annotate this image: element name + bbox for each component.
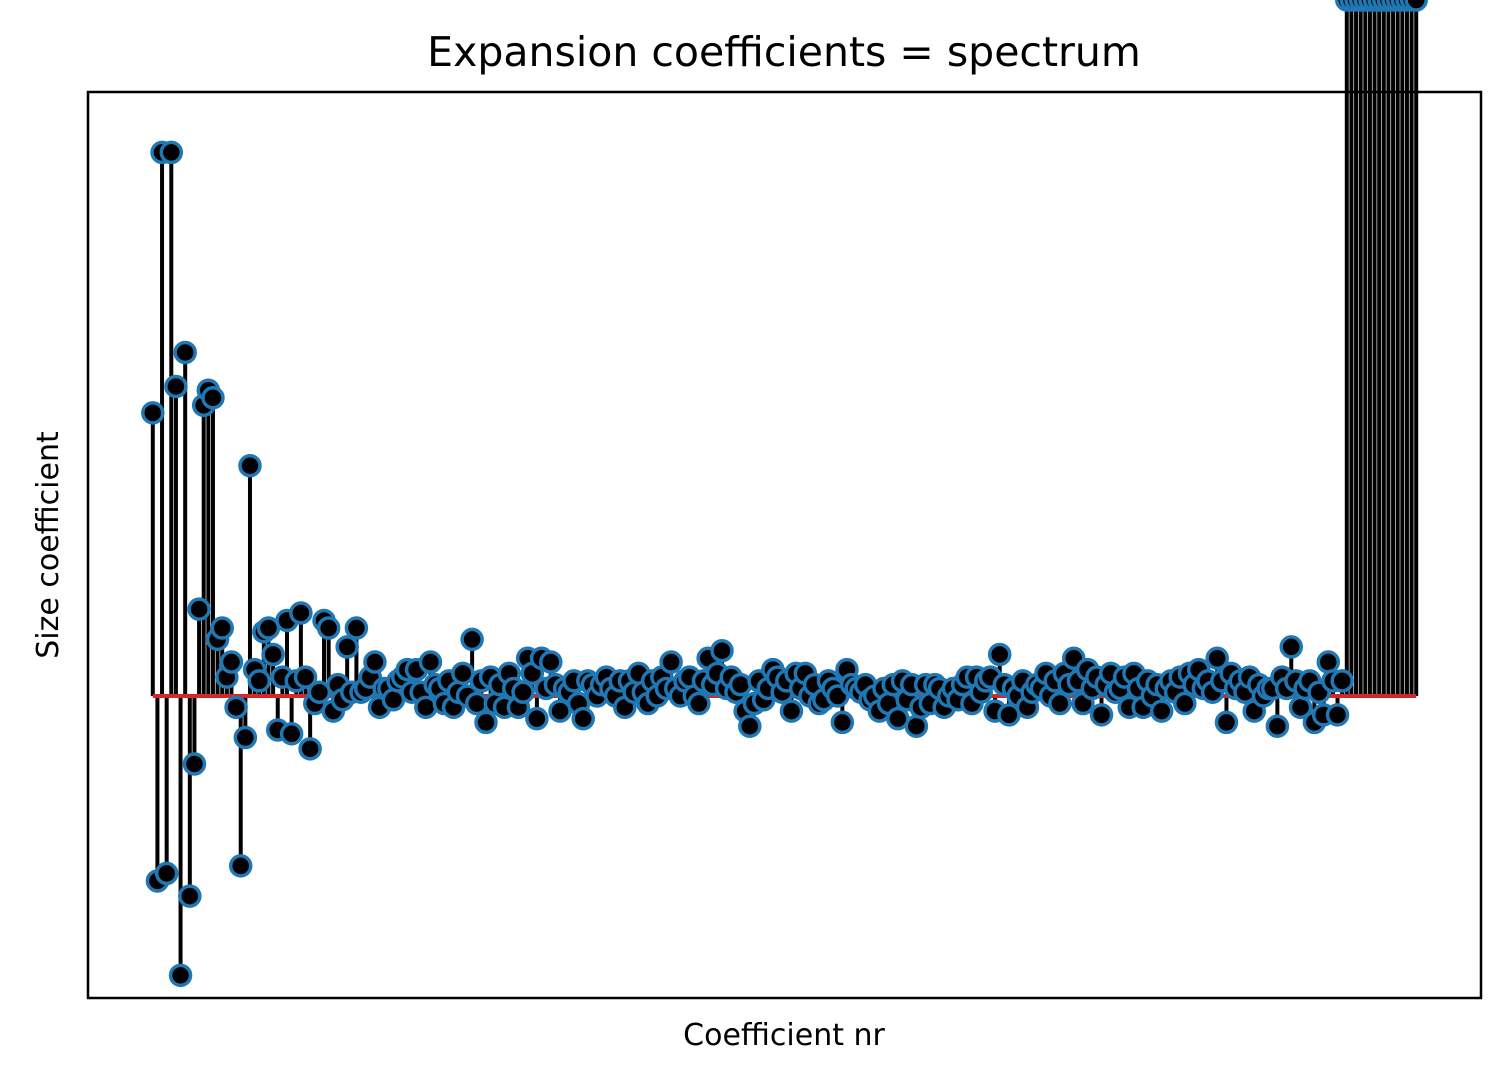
stem-marker: [182, 752, 207, 776]
stem-marker: [168, 963, 193, 988]
stem-marker: [710, 638, 734, 663]
y-axis-label: Size coefficient: [31, 431, 66, 659]
stem-marker: [571, 706, 595, 731]
stem-marker: [228, 854, 253, 878]
stem-marker: [687, 691, 711, 716]
stem-marker: [233, 725, 258, 750]
stem-marker: [511, 680, 535, 704]
stem-marker: [1089, 703, 1114, 727]
stem-marker: [344, 616, 369, 640]
stem-marker: [738, 714, 762, 738]
plot-frame: [86, 90, 1483, 1000]
stem-marker: [154, 861, 179, 886]
stem-marker: [659, 650, 683, 674]
stem-marker: [1173, 691, 1197, 716]
stem-marker: [201, 386, 225, 410]
stem-marker: [316, 616, 341, 640]
stem-marker: [1048, 691, 1072, 716]
stem-marker: [173, 340, 197, 365]
stem-marker: [525, 706, 549, 731]
stem-marker: [247, 669, 271, 693]
stem-marker: [904, 714, 929, 738]
stem-marker: [141, 401, 165, 425]
stem-marker: [1205, 646, 1229, 670]
stem-marker: [1316, 650, 1341, 674]
stem-marker: [289, 601, 313, 625]
stem-marker: [210, 616, 234, 640]
stem-marker: [363, 650, 387, 674]
stem-marker: [460, 627, 484, 652]
stem-marker: [987, 642, 1012, 667]
stem-marker: [418, 650, 443, 674]
stem-marker: [1149, 699, 1174, 723]
stem-marker: [414, 695, 438, 720]
stem-marker: [1265, 714, 1290, 738]
x-axis-label: Coefficient nr: [683, 1018, 885, 1053]
stem-marker: [224, 695, 248, 720]
stem-marker: [178, 884, 202, 908]
stem-marker: [1330, 669, 1354, 693]
stem-marker: [187, 597, 211, 621]
stem-marker: [159, 140, 184, 165]
stem-marker: [1325, 703, 1350, 727]
stem-marker: [539, 650, 563, 674]
stem-marker: [293, 665, 318, 689]
stem-marker: [728, 672, 753, 697]
stem-marker: [1214, 710, 1239, 735]
stem-marker: [1279, 635, 1304, 659]
stem-marker: [335, 635, 359, 659]
stem-marker: [1404, 0, 1428, 12]
stem-marker: [830, 710, 855, 735]
stem-marker: [474, 710, 498, 735]
plot-area: [141, 0, 1428, 988]
stem-marker: [238, 453, 262, 478]
stem-marker: [298, 737, 322, 761]
stem-marker: [779, 699, 804, 723]
stem-marker: [261, 642, 285, 667]
stem-marker: [164, 374, 188, 399]
chart-title: Expansion coefficients = spectrum: [427, 28, 1141, 76]
stem-marker: [279, 722, 304, 746]
stem-marker: [219, 650, 244, 674]
